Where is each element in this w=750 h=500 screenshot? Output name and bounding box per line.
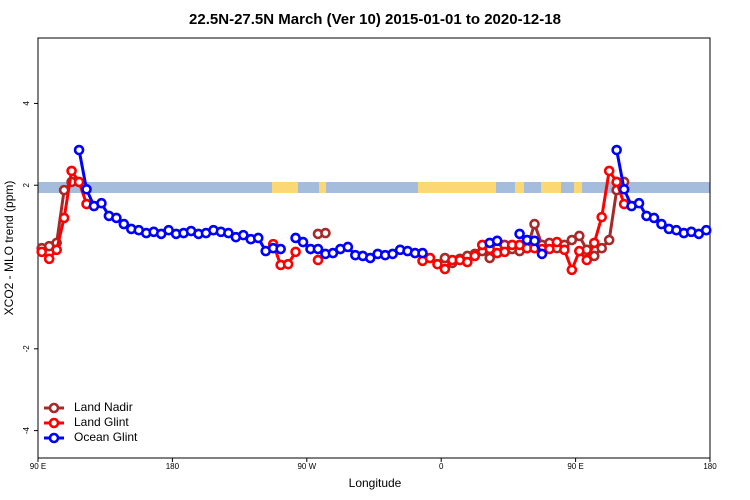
land-strip xyxy=(319,182,326,193)
data-point xyxy=(432,258,443,270)
data-point xyxy=(700,224,712,236)
data-point xyxy=(327,247,339,259)
data-point xyxy=(252,232,264,244)
data-point xyxy=(238,229,249,241)
land-strip xyxy=(515,182,524,193)
data-point xyxy=(529,218,540,230)
legend-marker xyxy=(48,432,60,444)
data-point xyxy=(312,243,324,255)
x-tick-label: 180 xyxy=(703,462,717,471)
data-point xyxy=(603,165,615,177)
data-point xyxy=(536,248,548,260)
series xyxy=(36,165,630,276)
data-point xyxy=(66,165,77,177)
y-axis-label: XCO2 - MLO trend (ppm) xyxy=(2,181,16,316)
data-point xyxy=(544,243,555,255)
data-point xyxy=(81,184,92,195)
x-axis-label: Longitude xyxy=(349,476,402,490)
data-point xyxy=(611,176,622,188)
data-point xyxy=(566,234,578,246)
legend-label: Ocean Glint xyxy=(74,430,138,444)
data-point xyxy=(424,252,436,264)
data-point xyxy=(364,252,376,264)
land-strip xyxy=(418,182,496,193)
x-tick-label: 180 xyxy=(166,462,180,471)
data-point xyxy=(58,212,70,224)
y-tick-label: 4 xyxy=(22,101,31,106)
data-point xyxy=(596,242,608,254)
land-strip xyxy=(272,182,298,193)
data-point xyxy=(73,144,85,156)
data-point xyxy=(387,248,398,260)
y-tick-label: -4 xyxy=(22,426,31,434)
data-point xyxy=(290,246,301,258)
data-point xyxy=(566,264,578,276)
x-tick-label: 90 E xyxy=(30,462,46,471)
data-point xyxy=(633,197,645,209)
data-point xyxy=(417,247,428,259)
y-tick-label: 2 xyxy=(22,182,31,187)
data-point xyxy=(611,144,622,156)
data-point xyxy=(439,263,451,275)
legend-label: Land Nadir xyxy=(74,400,133,414)
data-point xyxy=(469,250,481,262)
chart-title: 22.5N-27.5N March (Ver 10) 2015-01-01 to… xyxy=(189,11,561,28)
ocean-strip xyxy=(38,182,710,193)
data-point xyxy=(574,230,585,242)
data-point xyxy=(96,197,107,209)
data-point xyxy=(312,254,324,266)
land-strip xyxy=(574,182,582,193)
legend-marker xyxy=(48,417,60,429)
data-point xyxy=(551,236,563,248)
data-point xyxy=(118,218,130,230)
data-point xyxy=(36,246,48,258)
data-point xyxy=(282,258,294,270)
x-tick-label: 90 W xyxy=(297,462,316,471)
data-point xyxy=(297,236,309,248)
land-strip xyxy=(541,182,561,193)
data-point xyxy=(588,250,600,262)
series xyxy=(73,144,712,264)
data-point xyxy=(342,241,354,253)
data-point xyxy=(574,245,585,257)
data-point xyxy=(111,212,122,224)
land-ocean-band xyxy=(38,182,710,193)
legend-label: Land Glint xyxy=(74,415,129,429)
data-point xyxy=(603,234,615,246)
data-point xyxy=(43,253,55,265)
data-point xyxy=(290,232,301,244)
data-point xyxy=(596,211,608,223)
legend-marker xyxy=(48,402,60,414)
data-point xyxy=(51,244,62,256)
data-point xyxy=(223,227,234,239)
data-point xyxy=(656,218,667,230)
data-point xyxy=(529,235,540,247)
data-point xyxy=(275,243,286,255)
x-tick-label: 90 E xyxy=(567,462,583,471)
data-point xyxy=(73,176,85,188)
data-point xyxy=(499,246,510,258)
data-point xyxy=(559,244,570,256)
data-point xyxy=(618,184,630,195)
data-point xyxy=(648,212,660,224)
x-tick-label: 0 xyxy=(439,462,444,471)
data-point xyxy=(320,227,331,239)
data-point xyxy=(514,228,525,240)
data-point xyxy=(491,235,503,247)
y-tick-label: -2 xyxy=(22,345,31,353)
data-point xyxy=(588,237,600,249)
data-point xyxy=(462,256,473,268)
data-point xyxy=(581,254,593,266)
